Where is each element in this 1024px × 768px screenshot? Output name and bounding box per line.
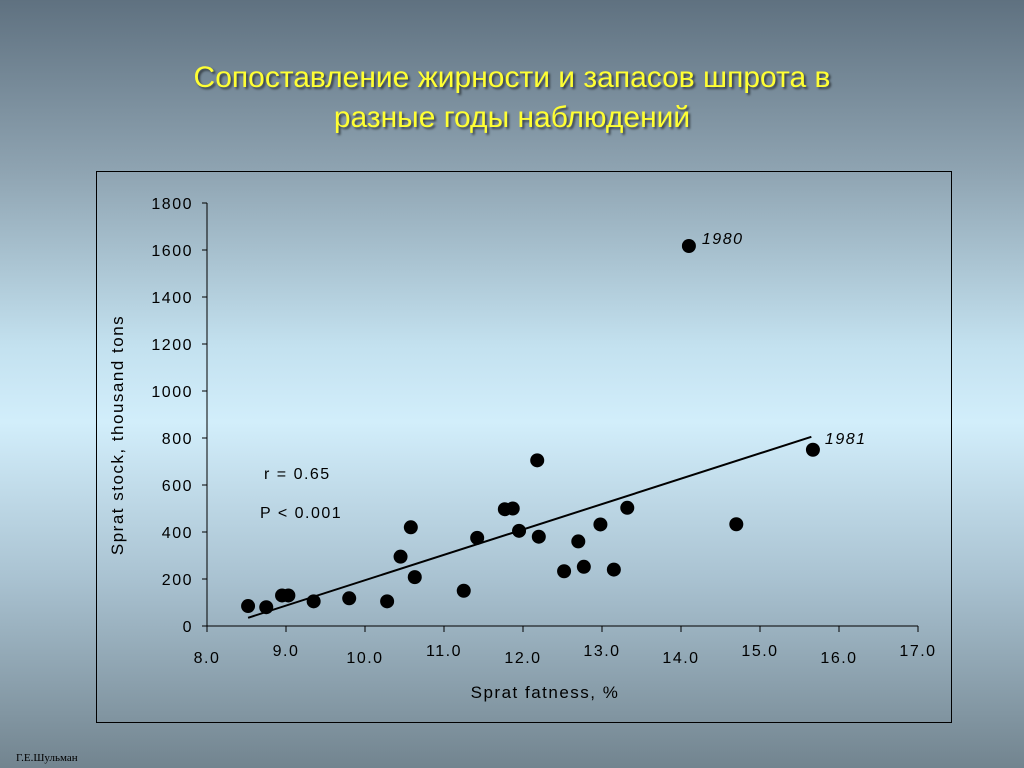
data-point — [571, 534, 586, 549]
annotation-1981: 1981 — [825, 431, 867, 448]
y-tick-label: 1600 — [151, 243, 193, 260]
x-tick-label: 14.0 — [662, 650, 699, 667]
data-point — [403, 520, 418, 535]
data-point — [681, 239, 696, 254]
data-point — [593, 517, 608, 532]
data-point — [729, 517, 744, 532]
y-tick-label: 1800 — [151, 196, 193, 213]
y-tick-label: 200 — [162, 572, 193, 589]
data-point — [512, 523, 527, 538]
x-axis-label: Sprat fatness, % — [471, 683, 620, 702]
data-point — [393, 549, 408, 564]
data-point — [805, 442, 820, 457]
y-tick-label: 400 — [162, 525, 193, 542]
data-point — [407, 570, 422, 585]
annotation-p-value: P < 0.001 — [260, 505, 342, 522]
data-point — [342, 591, 357, 606]
data-point — [380, 594, 395, 609]
y-tick-label: 600 — [162, 478, 193, 495]
x-tick-label: 8.0 — [194, 650, 221, 667]
y-tick-label: 1000 — [151, 384, 193, 401]
data-point — [576, 559, 591, 574]
trendline — [247, 435, 812, 619]
data-point — [530, 453, 545, 468]
data-points — [241, 239, 820, 615]
x-tick-label: 13.0 — [583, 643, 620, 660]
annotation-1980: 1980 — [702, 231, 744, 248]
data-point — [241, 599, 256, 614]
slide-title-line-1: Сопоставление жирности и запасов шпрота … — [193, 61, 831, 94]
x-tick-label: 12.0 — [504, 650, 541, 667]
chart-axes: 8.0 9.0 10.0 11.0 12.0 13.0 14.0 15.0 16.0 17.0 0 2… — [151, 196, 936, 667]
data-point — [259, 600, 274, 615]
x-tick-label: 15.0 — [741, 643, 778, 660]
y-tick-label: 0 — [183, 619, 193, 636]
trendline-group — [247, 435, 812, 619]
y-tick-label: 1400 — [151, 290, 193, 307]
x-tick-label: 16.0 — [820, 650, 857, 667]
y-axis-label: Sprat stock, thousand tons — [108, 315, 127, 555]
slide-title-line-2: разные годы наблюдений — [333, 101, 691, 134]
y-tick-label: 800 — [162, 431, 193, 448]
x-tick-label: 9.0 — [273, 643, 300, 660]
slide-title: Сопоставление жирности и запасов шпрота … — [0, 58, 1024, 138]
data-point — [505, 501, 520, 516]
data-point — [557, 564, 572, 579]
data-point — [281, 588, 296, 603]
data-point — [456, 583, 471, 598]
x-tick-label: 11.0 — [426, 643, 462, 660]
author-credit: Г.Е.Шульман — [16, 752, 78, 764]
data-point — [306, 594, 321, 609]
annotation-r-value: r = 0.65 — [264, 466, 331, 483]
chart-frame — [96, 171, 952, 723]
data-point — [606, 562, 621, 577]
y-tick-label: 1200 — [151, 337, 193, 354]
x-tick-label: 10.0 — [346, 650, 383, 667]
data-point — [620, 500, 635, 515]
data-point — [470, 530, 485, 545]
chart-labels: Sprat fatness, % Sprat stock, thousand to… — [108, 231, 867, 702]
data-point — [531, 529, 546, 544]
x-tick-label: 17.0 — [899, 643, 936, 660]
